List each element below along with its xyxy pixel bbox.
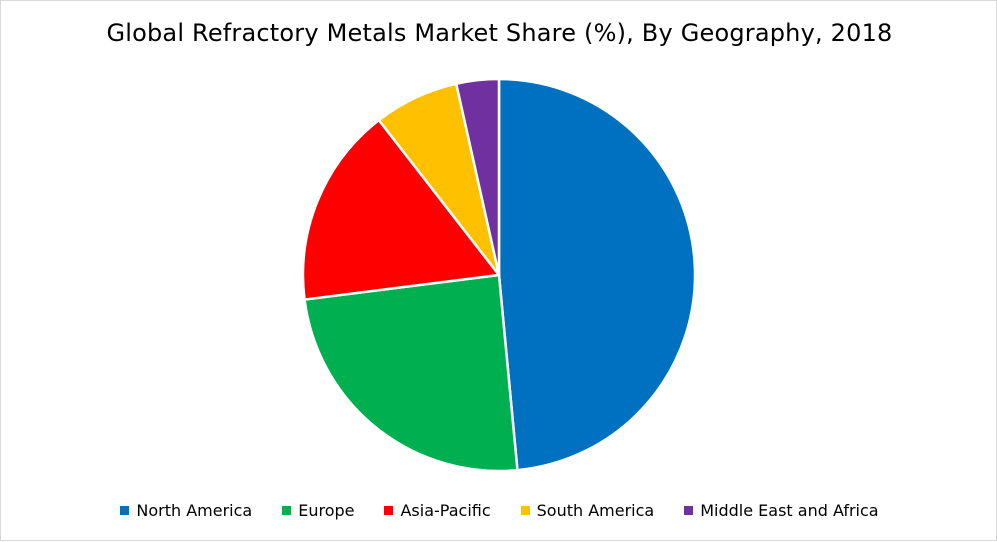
pie-slice-middle-east-and-africa	[454, 77, 501, 277]
legend-label: South America	[536, 501, 655, 520]
legend: North America Europe Asia-Pacific South Ame…	[1, 501, 997, 520]
legend-swatch	[384, 506, 394, 515]
legend-swatch	[520, 506, 530, 515]
chart-title: Global Refractory Metals Market Share (%…	[106, 19, 893, 47]
legend-item-asia-pacific: Asia-Pacific	[384, 501, 491, 520]
pie-slice-north-america	[497, 77, 697, 472]
legend-swatch	[282, 506, 292, 515]
legend-swatch	[120, 506, 130, 515]
legend-item-europe: Europe	[282, 501, 354, 520]
legend-label: Middle East and Africa	[700, 501, 879, 520]
pie-slices	[301, 77, 697, 473]
legend-item-middle-east-and-africa: Middle East and Africa	[684, 501, 879, 520]
legend-label: North America	[136, 501, 253, 520]
legend-swatch	[684, 506, 694, 515]
legend-item-south-america: South America	[520, 501, 655, 520]
legend-item-north-america: North America	[120, 501, 252, 520]
legend-label: Asia-Pacific	[400, 501, 491, 520]
legend-label: Europe	[298, 501, 355, 520]
pie-slice-europe	[303, 273, 519, 473]
pie-slice-asia-pacific	[301, 118, 501, 301]
